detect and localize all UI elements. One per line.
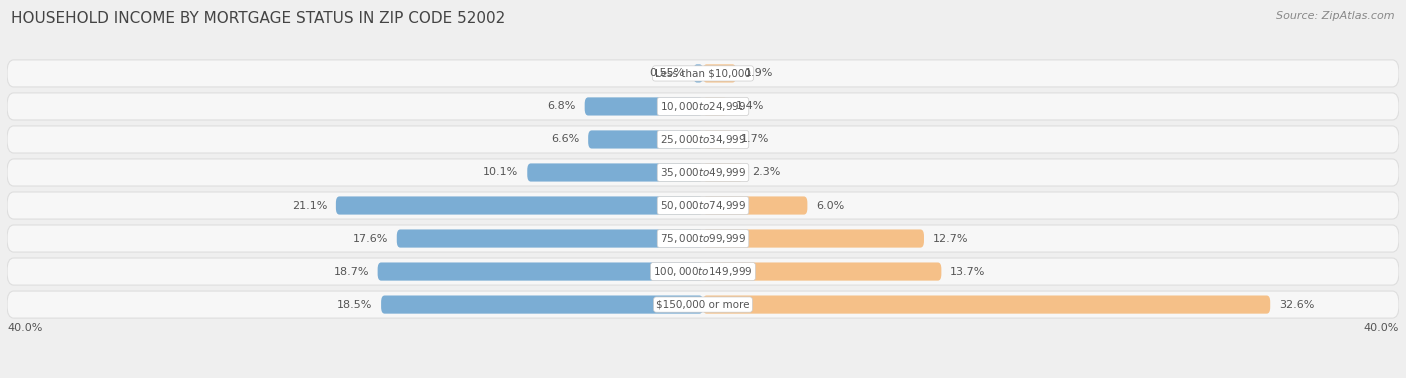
FancyBboxPatch shape	[527, 163, 703, 181]
Text: 6.0%: 6.0%	[815, 200, 845, 211]
FancyBboxPatch shape	[7, 93, 1399, 120]
FancyBboxPatch shape	[703, 64, 737, 82]
Text: 40.0%: 40.0%	[7, 323, 42, 333]
Text: 18.7%: 18.7%	[333, 266, 368, 277]
FancyBboxPatch shape	[336, 197, 703, 215]
Text: 0.55%: 0.55%	[650, 68, 685, 78]
FancyBboxPatch shape	[7, 60, 1399, 87]
FancyBboxPatch shape	[585, 98, 703, 116]
Text: 6.8%: 6.8%	[547, 101, 576, 112]
FancyBboxPatch shape	[7, 126, 1399, 153]
FancyBboxPatch shape	[588, 130, 703, 149]
FancyBboxPatch shape	[7, 192, 1399, 219]
FancyBboxPatch shape	[703, 197, 807, 215]
Text: $75,000 to $99,999: $75,000 to $99,999	[659, 232, 747, 245]
FancyBboxPatch shape	[703, 163, 742, 181]
Text: 6.6%: 6.6%	[551, 135, 579, 144]
Text: $150,000 or more: $150,000 or more	[657, 300, 749, 310]
Text: $35,000 to $49,999: $35,000 to $49,999	[659, 166, 747, 179]
Text: $50,000 to $74,999: $50,000 to $74,999	[659, 199, 747, 212]
Text: 18.5%: 18.5%	[337, 300, 373, 310]
Text: 32.6%: 32.6%	[1279, 300, 1315, 310]
FancyBboxPatch shape	[7, 159, 1399, 186]
FancyBboxPatch shape	[7, 258, 1399, 285]
FancyBboxPatch shape	[703, 296, 1270, 314]
FancyBboxPatch shape	[396, 229, 703, 248]
Text: $100,000 to $149,999: $100,000 to $149,999	[654, 265, 752, 278]
FancyBboxPatch shape	[381, 296, 703, 314]
Text: Source: ZipAtlas.com: Source: ZipAtlas.com	[1277, 11, 1395, 21]
FancyBboxPatch shape	[7, 291, 1399, 318]
Text: 1.9%: 1.9%	[745, 68, 773, 78]
FancyBboxPatch shape	[703, 130, 733, 149]
Text: 40.0%: 40.0%	[1364, 323, 1399, 333]
Text: HOUSEHOLD INCOME BY MORTGAGE STATUS IN ZIP CODE 52002: HOUSEHOLD INCOME BY MORTGAGE STATUS IN Z…	[11, 11, 506, 26]
Text: $10,000 to $24,999: $10,000 to $24,999	[659, 100, 747, 113]
Text: 10.1%: 10.1%	[484, 167, 519, 178]
Text: 17.6%: 17.6%	[353, 234, 388, 243]
Text: 1.7%: 1.7%	[741, 135, 769, 144]
Text: 1.4%: 1.4%	[737, 101, 765, 112]
FancyBboxPatch shape	[378, 262, 703, 280]
FancyBboxPatch shape	[693, 64, 703, 82]
Text: 12.7%: 12.7%	[932, 234, 969, 243]
Text: $25,000 to $34,999: $25,000 to $34,999	[659, 133, 747, 146]
Text: 21.1%: 21.1%	[292, 200, 328, 211]
FancyBboxPatch shape	[703, 229, 924, 248]
FancyBboxPatch shape	[703, 98, 727, 116]
Text: Less than $10,000: Less than $10,000	[655, 68, 751, 78]
Text: 2.3%: 2.3%	[752, 167, 780, 178]
FancyBboxPatch shape	[703, 262, 942, 280]
FancyBboxPatch shape	[7, 225, 1399, 252]
Text: 13.7%: 13.7%	[950, 266, 986, 277]
